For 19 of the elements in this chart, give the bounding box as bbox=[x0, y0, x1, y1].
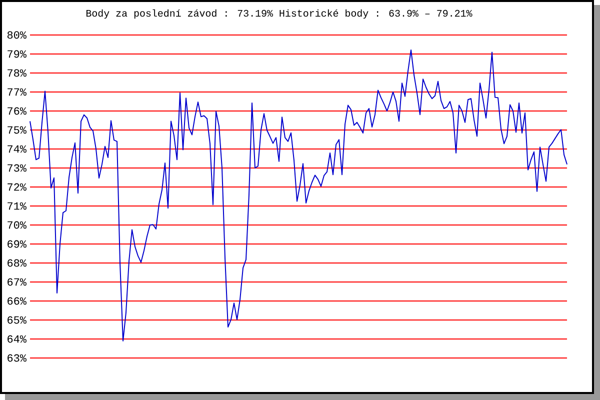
y-tick-label: 74% bbox=[8, 145, 26, 153]
y-tick-label: 73% bbox=[8, 164, 26, 172]
chart-title: Body za poslední závod : 73.19% Historické body : 63.9% – 79.21% bbox=[86, 9, 472, 19]
y-tick-label: 68% bbox=[8, 259, 26, 267]
y-tick-label: 69% bbox=[8, 240, 26, 248]
y-tick-label: 67% bbox=[8, 278, 26, 286]
y-tick-label: 71% bbox=[8, 202, 26, 210]
y-tick-label: 78% bbox=[8, 69, 26, 77]
y-tick-label: 66% bbox=[8, 297, 26, 305]
y-tick-label: 79% bbox=[8, 50, 26, 58]
y-tick-label: 70% bbox=[8, 221, 26, 229]
y-tick-label: 63% bbox=[8, 354, 26, 362]
y-tick-label: 76% bbox=[8, 107, 26, 115]
y-tick-label: 65% bbox=[8, 316, 26, 324]
y-tick-label: 80% bbox=[7, 31, 26, 39]
y-tick-label: 64% bbox=[8, 335, 26, 343]
y-tick-label: 77% bbox=[8, 88, 26, 96]
y-tick-label: 75% bbox=[8, 126, 26, 134]
y-tick-label: 72% bbox=[8, 183, 26, 191]
